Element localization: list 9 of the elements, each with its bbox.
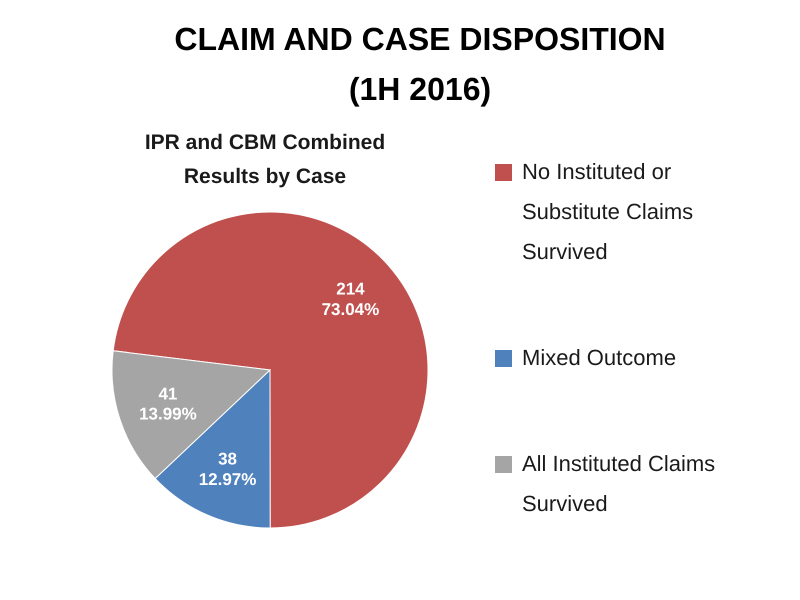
data-label: 41 13.99% (139, 384, 197, 424)
chart-subtitle: IPR and CBM Combined Results by Case (144, 130, 386, 190)
legend-label: No Instituted or Substitute Claims Survived (522, 158, 694, 266)
pie-slice (112, 212, 428, 528)
data-label: 38 12.97% (198, 449, 256, 489)
chart-title: CLAIM AND CASE DISPOSITION (1H 2016) (173, 20, 667, 109)
legend-label: All Instituted Claims Survived (522, 450, 716, 518)
data-label: 214 73.04% (322, 280, 380, 319)
legend-label: Mixed Outcome (522, 344, 678, 372)
